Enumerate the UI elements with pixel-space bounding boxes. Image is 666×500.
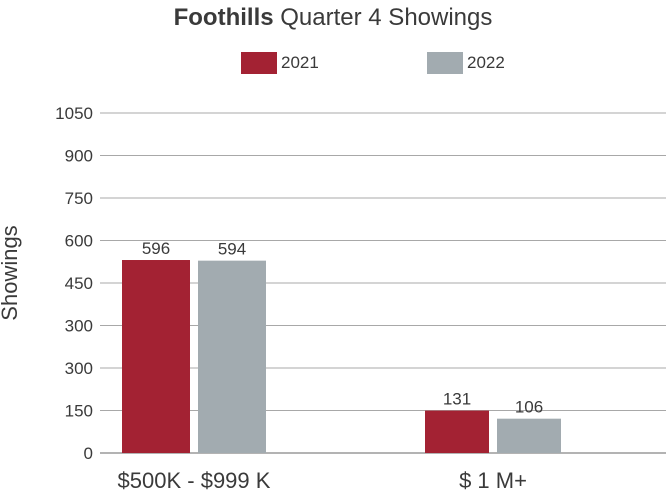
y-tick-label: 300 bbox=[65, 317, 93, 336]
legend-label-2022: 2022 bbox=[467, 53, 505, 72]
data-label: 106 bbox=[515, 398, 543, 417]
y-tick-label: 450 bbox=[65, 274, 93, 293]
legend-item-2022: 2022 bbox=[427, 50, 505, 76]
y-tick-label: 300 bbox=[65, 359, 93, 378]
y-tick-label: 750 bbox=[65, 189, 93, 208]
y-tick-label: 600 bbox=[65, 232, 93, 251]
y-tick-label: 150 bbox=[65, 402, 93, 421]
bar-2021-0 bbox=[122, 260, 190, 453]
chart-title: Foothills Quarter 4 Showings bbox=[0, 4, 666, 32]
data-label: 131 bbox=[443, 390, 471, 409]
chart-title-bold: Foothills bbox=[173, 4, 274, 31]
x-category-label: $ 1 M+ bbox=[459, 468, 527, 493]
data-label: 594 bbox=[218, 240, 246, 259]
bar-2022-1 bbox=[497, 418, 561, 453]
data-label: 596 bbox=[142, 239, 170, 258]
y-tick-label: 0 bbox=[84, 444, 93, 463]
legend-label-2021: 2021 bbox=[281, 53, 319, 72]
legend-swatch-2022 bbox=[427, 52, 463, 74]
y-tick-label: 900 bbox=[65, 147, 93, 166]
chart-title-rest: Quarter 4 Showings bbox=[273, 4, 493, 31]
legend-swatch-2021 bbox=[241, 52, 277, 74]
legend-item-2021: 2021 bbox=[241, 50, 319, 76]
bar-2022-0 bbox=[198, 260, 266, 453]
x-category-label: $500K - $999 K bbox=[118, 468, 271, 493]
y-tick-label: 1050 bbox=[55, 104, 93, 123]
bar-2021-1 bbox=[425, 410, 489, 453]
